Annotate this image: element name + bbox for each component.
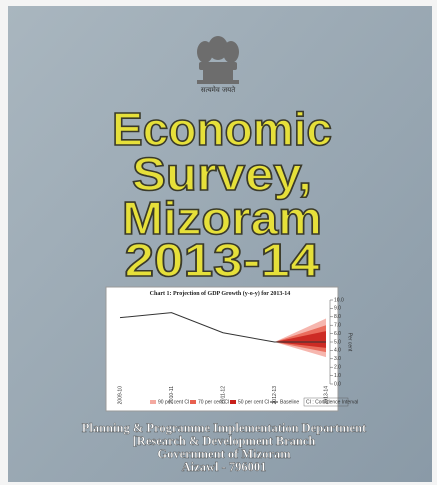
title-line: 2013-14 — [125, 234, 320, 286]
y-tick-label: 1.0 — [334, 373, 341, 379]
legend-swatch — [230, 400, 236, 404]
legend-swatch — [150, 400, 156, 404]
y-tick-label: 8.0 — [334, 314, 341, 320]
legend-label: 70 per cent CI — [198, 399, 229, 405]
y-tick-label: 5.0 — [334, 339, 341, 345]
title-line: Mizoram — [122, 192, 322, 244]
title-line: Survey, — [132, 148, 312, 200]
x-tick-label: 2010-11 — [169, 386, 175, 404]
y-tick-label: 4.0 — [334, 348, 341, 354]
publisher-line: Government of Mizoram — [157, 447, 291, 461]
legend-label: 90 per cent CI — [158, 399, 189, 405]
x-tick-label: 2009-10 — [117, 386, 123, 405]
legend-label: 50 per cent CI — [238, 399, 269, 405]
line-series — [119, 312, 326, 343]
y-tick-label: 9.0 — [334, 306, 341, 312]
emblem — [197, 36, 239, 84]
x-tick-label: 2013-14 — [323, 386, 329, 405]
x-tick-label: 2012-13 — [272, 386, 278, 405]
fan-band — [274, 331, 326, 348]
chart-title: Chart 1: Projection of GDP Growth (y-o-y… — [150, 290, 291, 297]
motto: सत्यमेव जयते — [201, 85, 236, 94]
x-tick-label: 2011-12 — [220, 386, 226, 404]
y-tick-label: 10.0 — [334, 297, 344, 303]
legend-note-box — [303, 397, 349, 407]
legend-swatch — [190, 400, 196, 404]
y-tick-label: 3.0 — [334, 356, 341, 362]
legend-label: Baseline — [280, 399, 299, 405]
y-tick-label: 7.0 — [334, 323, 341, 329]
chart: 0.0 1.0 2.0 3.0 4.0 5.0 6.0 7.0 8.0 9.0 10.0 Per ce… — [117, 297, 358, 407]
y-tick-label: 2.0 — [334, 365, 341, 371]
y-axis-label: Per cent — [347, 333, 353, 352]
y-tick-label: 0.0 — [334, 381, 341, 387]
publisher-line: Aizawl - 796001 — [182, 460, 267, 474]
legend-note: CI : Confidence Interval — [306, 399, 358, 405]
title-line: Economic — [112, 103, 332, 155]
publisher-line: [Research & Development Branch — [133, 434, 316, 448]
publisher-line: Planning & Programme Implementation Depa… — [82, 421, 367, 435]
y-tick-label: 6.0 — [334, 331, 341, 337]
